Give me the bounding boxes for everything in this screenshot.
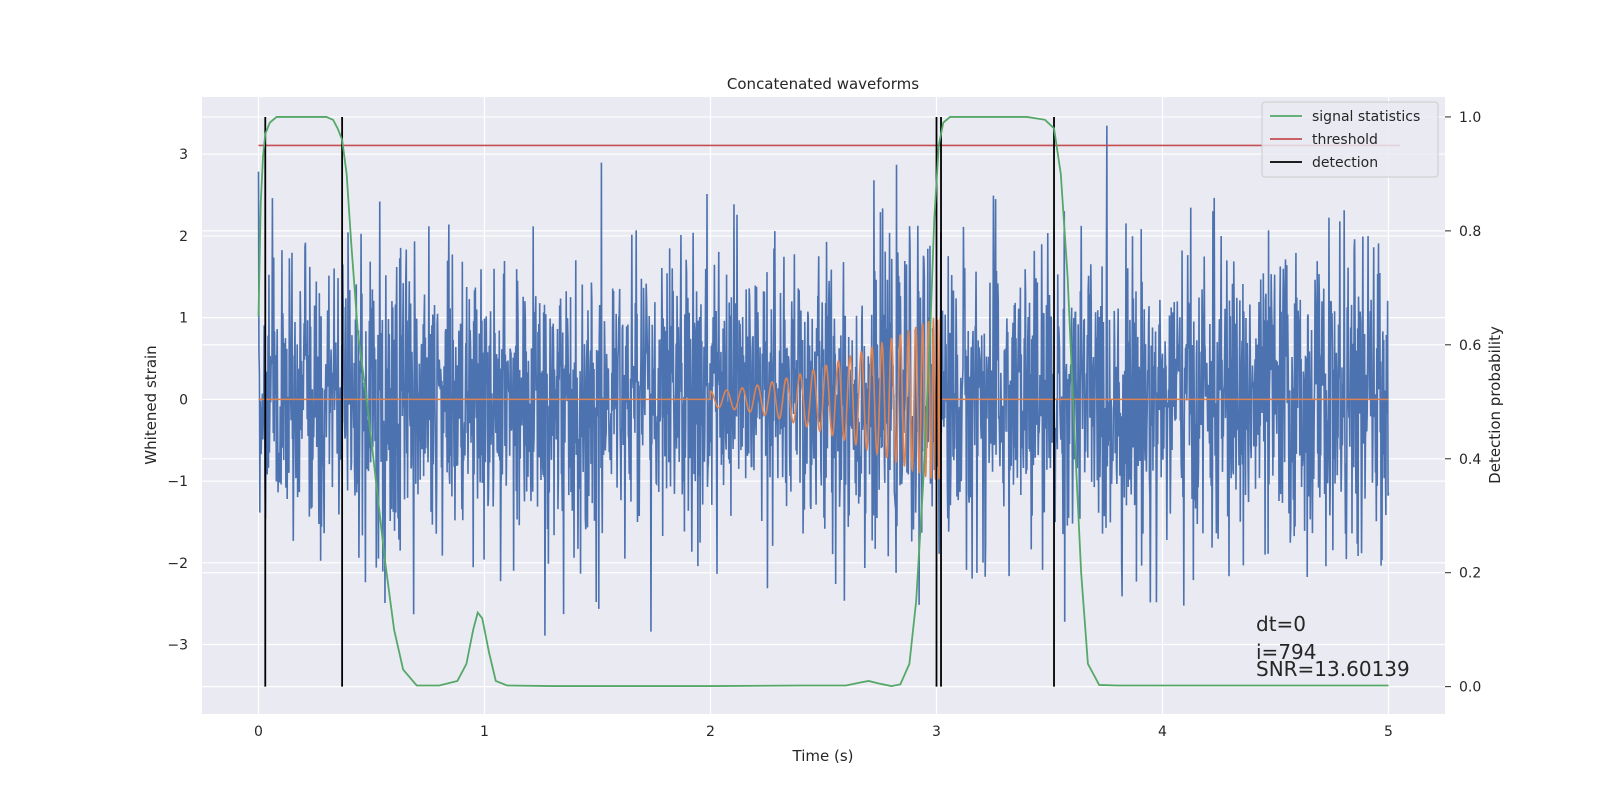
y-tick-label: −3 [167,638,188,654]
x-tick-label: 4 [1158,724,1167,740]
x-tick-label: 0 [254,724,263,740]
y-axis-ticks: −3 −2 −1 0 1 2 3 [167,147,188,653]
y-axis-label: Whitened strain [142,345,160,464]
y-tick-label: 1 [179,311,188,327]
y2-tick-label: 0.6 [1459,338,1481,354]
legend-label-signal-statistics: signal statistics [1312,109,1420,125]
y-tick-label: −2 [167,556,188,572]
x-tick-label: 5 [1384,724,1393,740]
y2-axis-ticks: 0.0 0.2 0.4 0.6 0.8 1.0 [1445,110,1481,696]
x-axis-label: Time (s) [792,747,854,765]
y-tick-label: −1 [167,474,188,490]
x-axis-ticks: 0 1 2 3 4 5 [254,724,1393,740]
y2-tick-label: 0.2 [1459,566,1481,582]
y2-tick-label: 0.0 [1459,680,1481,696]
chart: 0 1 2 3 4 5 −3 −2 −1 0 1 2 3 0.0 0.2 0.4 0.6 0.8 1.0 Con… [0,0,1600,800]
y2-tick-label: 1.0 [1459,110,1481,126]
legend-label-threshold: threshold [1312,132,1378,148]
y-tick-label: 0 [179,392,188,408]
x-tick-label: 3 [932,724,941,740]
y-tick-label: 3 [179,147,188,163]
x-tick-label: 2 [706,724,715,740]
annotation-dt: dt=0 [1256,612,1306,636]
y2-tick-label: 0.8 [1459,224,1481,240]
x-tick-label: 1 [480,724,489,740]
y2-tick-label: 0.4 [1459,452,1481,468]
annotation-snr: SNR=13.60139 [1256,657,1410,681]
y2-axis-label: Detection probability [1486,326,1504,484]
legend: signal statistics threshold detection [1262,102,1438,177]
legend-label-detection: detection [1312,155,1378,171]
y-tick-label: 2 [179,229,188,245]
chart-title: Concatenated waveforms [727,75,919,93]
